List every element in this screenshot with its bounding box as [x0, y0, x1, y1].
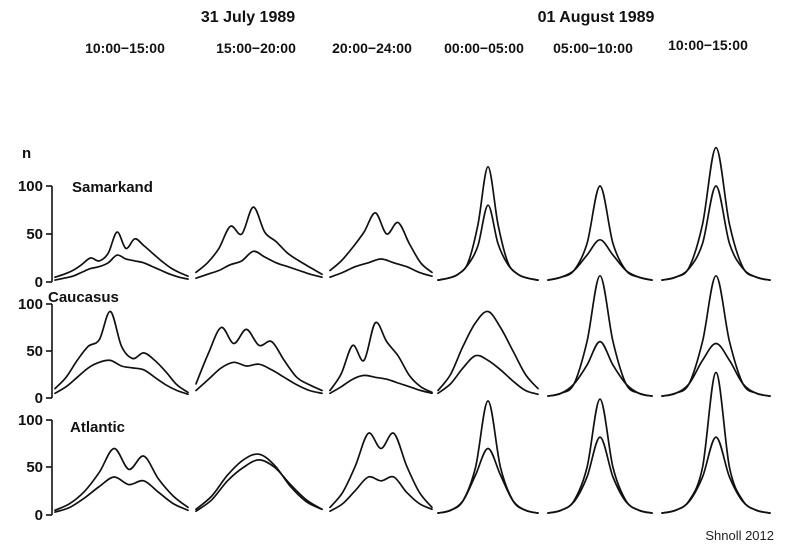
curve-atlantic-col0-lower	[54, 476, 189, 513]
curve-samarkand-col4-upper	[547, 185, 653, 281]
curve-caucasus-col2-upper	[329, 321, 433, 394]
column-label-2: 20:00−24:00	[332, 40, 412, 56]
curve-caucasus-col0-upper	[54, 310, 189, 394]
curve-samarkand-col2-upper	[329, 212, 433, 274]
curve-samarkand-col0-lower	[54, 254, 189, 281]
date-label-july: 31 July 1989	[201, 9, 295, 26]
curve-atlantic-col0-upper	[54, 447, 189, 512]
curve-atlantic-col4-upper	[547, 398, 653, 514]
header-group: 31 July 1989 01 August 1989 10:00−15:00 …	[85, 9, 748, 56]
curve-samarkand-col3-lower	[437, 204, 539, 281]
column-label-0: 10:00−15:00	[85, 40, 165, 56]
curve-caucasus-col4-lower	[547, 340, 653, 397]
curve-samarkand-col5-lower	[661, 185, 771, 281]
curve-samarkand-col5-upper	[661, 146, 771, 281]
y-tick-label-caucasus-0: 0	[35, 390, 43, 407]
y-axis-unit: n	[22, 145, 31, 162]
curve-atlantic-col2-upper	[329, 432, 433, 509]
curve-samarkand-col1-lower	[195, 250, 323, 280]
curve-caucasus-col5-lower	[661, 342, 771, 397]
curve-samarkand-col3-upper	[437, 165, 539, 281]
curve-caucasus-col1-upper	[195, 326, 323, 392]
curve-atlantic-col5-lower	[661, 436, 771, 514]
y-tick-label-samarkand-100: 100	[18, 178, 43, 195]
y-tick-label-caucasus-100: 100	[18, 296, 43, 313]
curve-caucasus-col2-lower	[329, 374, 433, 395]
y-tick-label-atlantic-100: 100	[18, 412, 43, 429]
column-label-4: 05:00−10:00	[553, 40, 633, 56]
curve-samarkand-col1-upper	[195, 206, 323, 276]
curve-atlantic-col2-lower	[329, 475, 433, 513]
curves-group	[54, 146, 771, 514]
curve-caucasus-col4-upper	[547, 274, 653, 397]
curve-caucasus-col3-lower	[437, 354, 539, 396]
curve-atlantic-col1-lower	[195, 459, 323, 513]
credit-text: Shnoll 2012	[705, 528, 774, 543]
curve-caucasus-col3-upper	[437, 310, 539, 392]
curve-atlantic-col3-lower	[437, 447, 539, 514]
y-tick-label-caucasus-50: 50	[26, 343, 43, 360]
row-label-samarkand: Samarkand	[72, 179, 153, 196]
column-label-1: 15:00−20:00	[216, 40, 296, 56]
y-tick-label-atlantic-0: 0	[35, 507, 43, 524]
curve-atlantic-col4-lower	[547, 436, 653, 514]
curve-atlantic-col3-upper	[437, 400, 539, 514]
curve-samarkand-col2-lower	[329, 258, 433, 279]
row-label-caucasus: Caucasus	[48, 289, 119, 306]
curve-caucasus-col5-upper	[661, 274, 771, 397]
row-label-atlantic: Atlantic	[70, 419, 125, 436]
curve-atlantic-col5-upper	[661, 371, 771, 514]
date-label-august: 01 August 1989	[538, 9, 655, 26]
curve-caucasus-col0-lower	[54, 359, 189, 396]
y-tick-label-samarkand-0: 0	[35, 274, 43, 291]
y-tick-label-atlantic-50: 50	[26, 459, 43, 476]
y-tick-label-samarkand-50: 50	[26, 226, 43, 243]
rows-group: Samarkand Caucasus Atlantic	[48, 179, 153, 436]
curve-caucasus-col1-lower	[195, 361, 323, 395]
column-label-3: 00:00−05:00	[444, 40, 524, 56]
column-label-5: 10:00−15:00	[668, 37, 748, 53]
curve-atlantic-col1-upper	[195, 453, 323, 511]
curve-samarkand-col4-lower	[547, 238, 653, 281]
curve-samarkand-col0-upper	[54, 231, 189, 279]
y-axes-group: 100 50 0 100 50 0 100 50 0	[18, 178, 53, 524]
